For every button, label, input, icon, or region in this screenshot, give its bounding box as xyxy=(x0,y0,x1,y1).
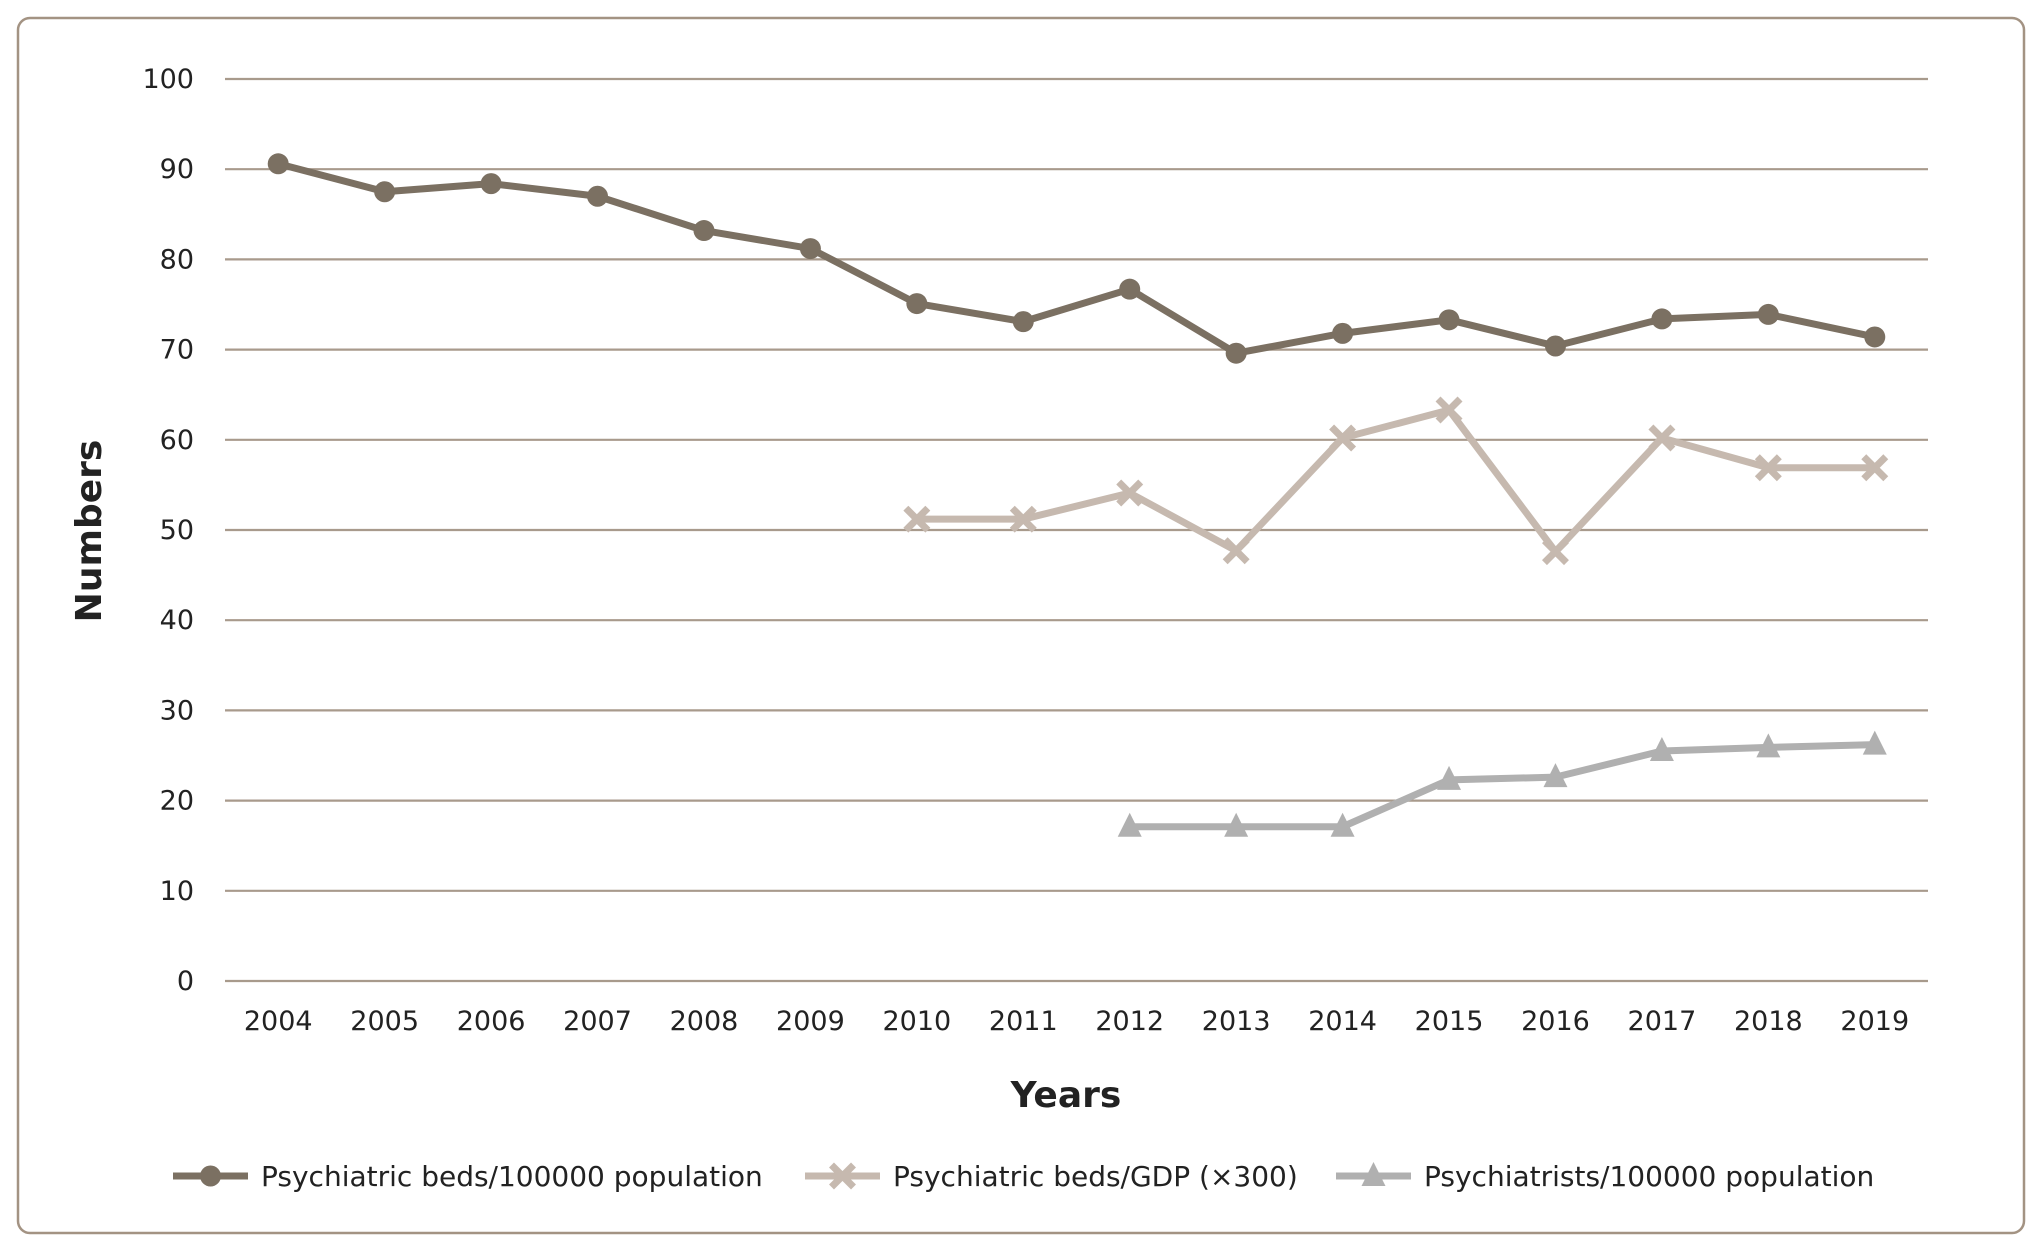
y-tick-label: 0 xyxy=(177,966,194,997)
x-tick-label: 2019 xyxy=(1840,1006,1909,1037)
x-tick-label: 2012 xyxy=(1095,1006,1164,1037)
series-group xyxy=(267,153,1889,837)
x-tick-label: 2018 xyxy=(1734,1006,1803,1037)
data-point-0-2008 xyxy=(693,220,715,242)
data-point-0-2005 xyxy=(374,181,396,203)
gridlines xyxy=(225,77,1928,983)
x-tick-label: 2008 xyxy=(670,1006,739,1037)
series-line-2 xyxy=(1129,741,1875,831)
legend-item-0: Psychiatric beds/100000 population xyxy=(173,1160,763,1193)
data-point-0-2018 xyxy=(1757,303,1779,325)
y-tick-label: 100 xyxy=(142,64,194,95)
x-tick-label: 2009 xyxy=(776,1006,845,1037)
data-point-0-2009 xyxy=(799,238,821,260)
y-tick-label: 80 xyxy=(160,244,194,275)
data-point-1-2012 xyxy=(1116,479,1144,507)
x-tick-label: 2016 xyxy=(1521,1006,1590,1037)
chart-frame xyxy=(16,16,2026,1235)
data-point-2-2013 xyxy=(1224,812,1249,837)
legend: Psychiatric beds/100000 population Psychi… xyxy=(173,1160,1874,1193)
data-point-0-2014 xyxy=(1332,322,1354,344)
data-point-1-2018 xyxy=(1754,454,1782,482)
data-point-1-2014-stroke-b xyxy=(1329,424,1357,452)
legend-marker-x-icon-stroke-b xyxy=(829,1162,856,1190)
legend-label: Psychiatric beds/GDP (×300) xyxy=(893,1160,1298,1193)
data-point-2-2016 xyxy=(1543,763,1568,788)
data-point-0-2010 xyxy=(906,293,928,315)
legend-label: Psychiatrists/100000 population xyxy=(1424,1160,1874,1193)
data-point-1-2015-stroke-b xyxy=(1435,396,1463,424)
y-tick-label: 70 xyxy=(160,335,194,366)
series-line-1 xyxy=(916,406,1875,556)
x-tick-label: 2011 xyxy=(989,1006,1058,1037)
data-point-1-2017-stroke-b xyxy=(1648,424,1676,452)
legend-marker-circle-icon xyxy=(200,1165,221,1187)
data-point-1-2019-stroke-b xyxy=(1861,454,1889,482)
data-point-1-2016-stroke-b xyxy=(1541,538,1569,566)
y-tick-label: 30 xyxy=(160,695,194,726)
legend-item-2: Psychiatrists/100000 population xyxy=(1336,1160,1874,1193)
data-point-1-2013-stroke-b xyxy=(1222,537,1250,565)
y-tick-label: 20 xyxy=(160,786,194,817)
legend-marker-triangle-icon xyxy=(1361,1162,1386,1186)
data-point-2-2015 xyxy=(1437,765,1462,790)
data-point-0-2011 xyxy=(1012,311,1034,333)
series-1 xyxy=(903,396,1889,566)
data-point-2-2012 xyxy=(1117,812,1142,837)
data-point-1-2015 xyxy=(1435,396,1463,424)
y-tick-label: 60 xyxy=(160,425,194,456)
series-2 xyxy=(1117,730,1887,837)
legend-marker-x-icon xyxy=(829,1162,856,1190)
data-point-1-2018-stroke-b xyxy=(1754,454,1782,482)
x-tick-label: 2006 xyxy=(457,1006,526,1037)
data-point-2-2018 xyxy=(1756,733,1781,758)
data-point-2-2019 xyxy=(1862,730,1887,755)
legend-item-1: Psychiatric beds/GDP (×300) xyxy=(805,1160,1298,1193)
x-tick-label: 2010 xyxy=(882,1006,951,1037)
data-point-2-2017 xyxy=(1649,736,1674,761)
y-tick-label: 50 xyxy=(160,515,194,546)
data-point-0-2012 xyxy=(1119,278,1141,300)
data-point-1-2010-stroke-b xyxy=(903,505,931,533)
data-point-1-2011 xyxy=(1009,505,1037,533)
x-tick-label: 2005 xyxy=(350,1006,419,1037)
data-point-0-2004 xyxy=(267,153,289,175)
data-point-0-2013 xyxy=(1225,342,1247,364)
data-point-1-2017 xyxy=(1648,424,1676,452)
data-point-0-2016 xyxy=(1544,335,1566,357)
data-point-0-2017 xyxy=(1651,308,1673,330)
data-point-1-2010 xyxy=(903,505,931,533)
x-tick-label: 2014 xyxy=(1308,1006,1377,1037)
data-point-0-2015 xyxy=(1438,309,1460,331)
x-tick-label: 2007 xyxy=(563,1006,632,1037)
data-point-0-2006 xyxy=(480,173,502,195)
data-point-0-2007 xyxy=(587,185,609,207)
data-point-2-2014 xyxy=(1330,812,1355,837)
data-point-1-2012-stroke-b xyxy=(1116,479,1144,507)
y-axis-title: Numbers xyxy=(69,440,110,623)
data-point-1-2013 xyxy=(1222,537,1250,565)
data-point-0-2019 xyxy=(1864,326,1886,348)
y-tick-label: 90 xyxy=(160,154,194,185)
x-tick-label: 2015 xyxy=(1415,1006,1484,1037)
x-tick-label: 2017 xyxy=(1628,1006,1697,1037)
data-point-1-2011-stroke-b xyxy=(1009,505,1037,533)
data-point-1-2014 xyxy=(1329,424,1357,452)
y-tick-label: 10 xyxy=(160,876,194,907)
x-axis-title: Years xyxy=(1010,1075,1122,1116)
x-tick-label: 2004 xyxy=(244,1006,313,1037)
legend-label: Psychiatric beds/100000 population xyxy=(261,1160,763,1193)
y-tick-labels: 0 10 20 30 40 50 60 70 80 90 100 xyxy=(142,64,194,997)
data-point-1-2016 xyxy=(1541,538,1569,566)
y-tick-label: 40 xyxy=(160,605,194,636)
series-0 xyxy=(267,153,1886,364)
series-line-0 xyxy=(277,160,1876,357)
data-point-1-2019 xyxy=(1861,454,1889,482)
x-tick-labels: 2004 2005 2006 2007 2008 2009 2010 2011 2012 2013… xyxy=(244,1006,1909,1037)
x-tick-label: 2013 xyxy=(1202,1006,1271,1037)
